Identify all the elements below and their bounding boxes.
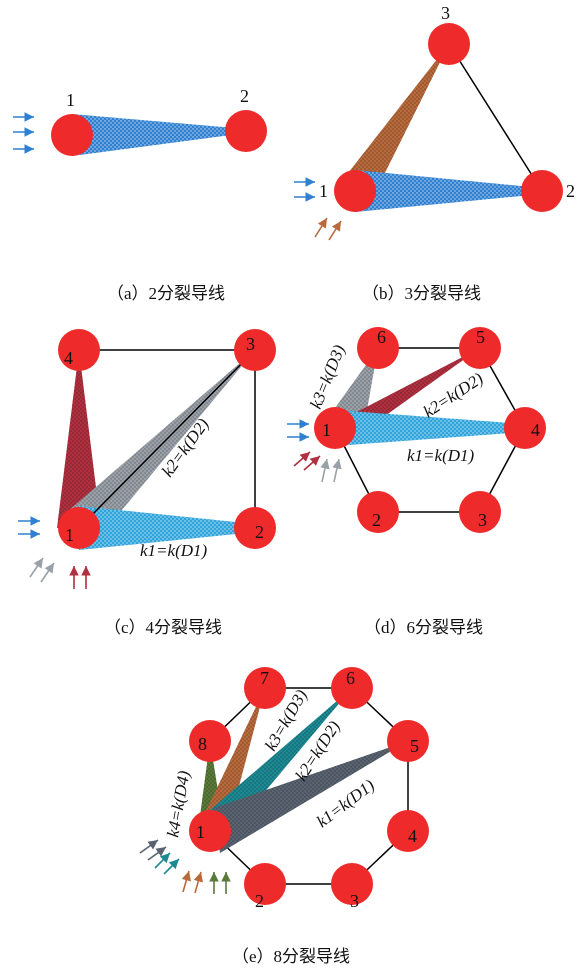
panel-d: 1 2 3 4 5 6 k3=k(D3) k2=k(D2) k1=k(D1) （… — [287, 327, 546, 637]
panel-c: 1 2 3 4 k2=k(D2) k1=k(D1) （c）4分裂导线 — [18, 329, 276, 637]
wake-1-5 — [345, 348, 480, 428]
wake-1-2 — [72, 114, 246, 156]
node-label-1: 1 — [322, 420, 331, 440]
wind-arrows-diagonal — [29, 557, 55, 583]
node-label-3: 3 — [350, 891, 359, 911]
conductor-3 — [459, 491, 501, 533]
conductor-1 — [189, 810, 231, 852]
node-label-2: 2 — [255, 522, 264, 542]
wake-1-3 — [334, 44, 449, 191]
wind-arrows-horizontal — [294, 177, 315, 202]
node-label-4: 4 — [64, 348, 73, 368]
wind-arrows-gray — [320, 458, 342, 483]
node-label-5: 5 — [410, 736, 419, 756]
coefficient-label-k1: k1=k(D1) — [407, 446, 475, 465]
conductor-8 — [189, 720, 231, 762]
coefficient-label-k4: k4=k(D4) — [163, 769, 193, 839]
conductor-5 — [459, 327, 501, 369]
panel-a: 1 2 （a）2分裂导线 — [13, 86, 267, 303]
node-label-4: 4 — [408, 826, 417, 846]
wake-1-7 — [205, 688, 265, 820]
wake-1-6 — [210, 688, 352, 826]
wake-1-4 — [335, 410, 525, 446]
node-label-1: 1 — [66, 90, 75, 110]
wake-1-3 — [68, 350, 255, 546]
caption-d: （d）6分裂导线 — [364, 618, 483, 637]
panel-e: 1 2 3 4 5 6 7 8 k4=k(D4) k3=k(D3) k2=k(D… — [139, 667, 429, 966]
wind-arrows — [13, 112, 34, 154]
node-label-2: 2 — [255, 891, 264, 911]
conductor-2 — [521, 170, 563, 212]
conductor-2 — [234, 507, 276, 549]
wake-1-2 — [79, 506, 255, 550]
node-label-3: 3 — [441, 3, 450, 23]
conductor-1 — [334, 170, 376, 212]
node-label-4: 4 — [531, 420, 540, 440]
conductor-1 — [58, 507, 100, 549]
wake-1-2 — [355, 170, 542, 212]
node-label-2: 2 — [240, 86, 249, 106]
wake-1-4 — [57, 350, 101, 528]
wind-arrows-horizontal — [287, 419, 309, 442]
wind-arrows-olive — [209, 872, 231, 894]
conductor-3 — [428, 23, 470, 65]
wind-arrows-slate — [139, 839, 167, 861]
node-label-1: 1 — [319, 181, 328, 201]
conductor-2 — [357, 491, 399, 533]
conductor-7 — [244, 667, 286, 709]
coefficient-label-k1: k1=k(D1) — [140, 541, 208, 560]
caption-c: （c）4分裂导线 — [104, 618, 222, 637]
caption-b: （b）3分裂导线 — [362, 284, 481, 303]
wind-arrows-vertical — [69, 566, 91, 589]
node-label-3: 3 — [246, 334, 255, 354]
node-label-6: 6 — [346, 668, 355, 688]
wind-arrows-teal — [154, 852, 180, 875]
panel-b: 1 2 3 （b）3分裂导线 — [294, 3, 575, 303]
conductor-2 — [244, 863, 286, 905]
node-label-8: 8 — [198, 734, 207, 754]
node-label-1: 1 — [196, 822, 205, 842]
conductor-5 — [387, 720, 429, 762]
node-label-2: 2 — [372, 510, 381, 530]
conductor-4 — [387, 810, 429, 852]
conductor-3 — [234, 329, 276, 371]
conductor-4 — [58, 329, 100, 371]
conductor-3 — [331, 863, 373, 905]
conductor-1 — [314, 407, 356, 449]
node-label-6: 6 — [377, 327, 386, 347]
conductor-6 — [331, 667, 373, 709]
wind-arrows-horizontal — [18, 516, 40, 539]
caption-a: （a）2分裂导线 — [107, 284, 225, 303]
node-label-7: 7 — [260, 668, 269, 688]
node-label-3: 3 — [478, 510, 487, 530]
conductor-1 — [51, 114, 93, 156]
conductor-2 — [225, 110, 267, 152]
caption-e: （e）8分裂导线 — [232, 947, 350, 966]
conductor-6 — [357, 327, 399, 369]
diagonal-1-3 — [78, 349, 256, 529]
wake-1-5 — [214, 741, 408, 853]
wind-arrows-diagonal — [314, 217, 342, 241]
node-label-1: 1 — [65, 525, 74, 545]
node-label-5: 5 — [476, 327, 485, 347]
wind-arrows-maroon — [293, 451, 321, 471]
wind-arrows-brown — [181, 870, 203, 894]
node-label-2: 2 — [566, 181, 575, 201]
conductor-4 — [504, 407, 546, 449]
